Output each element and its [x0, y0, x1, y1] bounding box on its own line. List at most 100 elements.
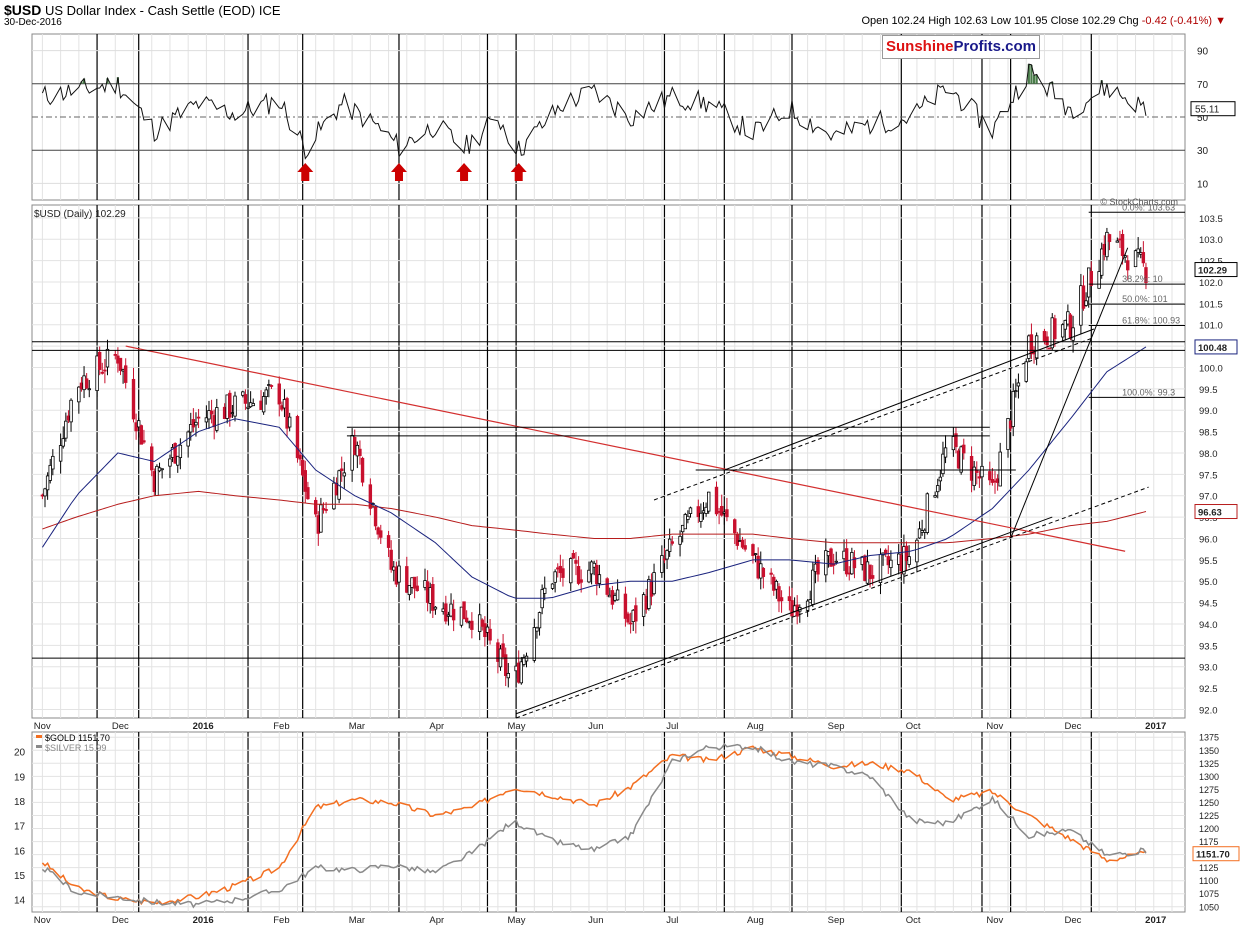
- candle-body: [688, 507, 693, 514]
- price-x-tick-label: Sep: [828, 721, 845, 732]
- candle-body: [131, 378, 136, 420]
- candle-body: [904, 545, 909, 561]
- last-price-label: [1194, 262, 1238, 278]
- candle-body: [589, 561, 594, 575]
- candle-body: [1084, 300, 1088, 306]
- candle-body: [267, 384, 271, 386]
- candle-body: [696, 506, 700, 518]
- price-x-tick-label: Mar: [349, 721, 365, 732]
- lower-channel-line: [515, 516, 1053, 715]
- candle-body: [761, 567, 766, 577]
- rsi-tick-label: 70: [1197, 80, 1209, 91]
- candle-body: [868, 564, 872, 580]
- gold-tick-label: 1250: [1199, 798, 1219, 808]
- candle-body: [506, 673, 510, 679]
- candle-body: [118, 357, 123, 371]
- price-tick-label: 103.0: [1199, 235, 1223, 246]
- gs-x-tick-label: Nov: [986, 915, 1003, 926]
- candle-body: [61, 438, 65, 447]
- gold-line: [41, 745, 1147, 906]
- exchange: ICE: [258, 3, 281, 18]
- down-triangle-icon: ▼: [1215, 15, 1226, 27]
- candle-body: [464, 617, 469, 623]
- candle-body: [779, 597, 784, 602]
- candle-body: [215, 407, 219, 431]
- candle-body: [173, 442, 177, 464]
- price-tick-label: 102.0: [1199, 278, 1223, 289]
- candle-body: [579, 579, 583, 583]
- upper-channel-dashed: [653, 337, 1095, 501]
- candle-body: [194, 421, 198, 426]
- gs-x-tick-label: Dec: [1064, 915, 1081, 926]
- instrument-name: US Dollar Index - Cash Settle (EOD): [44, 3, 256, 18]
- price-x-tick-label: Dec: [112, 721, 129, 732]
- candle-body: [753, 553, 758, 555]
- price-tick-label: 98.5: [1199, 428, 1218, 439]
- gs-x-tick-label: May: [508, 915, 526, 926]
- high-label: High: [928, 15, 951, 27]
- candle-body: [980, 465, 984, 478]
- candle-body: [707, 491, 711, 512]
- gs-x-tick-label: Oct: [906, 915, 921, 926]
- gs-x-tick-label: 2016: [193, 915, 214, 926]
- candle-body: [933, 495, 937, 498]
- gold-tick-label: 1325: [1199, 759, 1219, 769]
- candle-body: [735, 533, 740, 546]
- candle-body: [87, 388, 91, 391]
- price-x-tick-label: May: [508, 721, 526, 732]
- silver-line: [41, 742, 1147, 909]
- candle-body: [207, 410, 211, 420]
- candle-body: [123, 365, 128, 383]
- gold-last-value-label: [1192, 846, 1240, 862]
- gs-x-tick-label: Sep: [828, 915, 845, 926]
- candle-body: [962, 444, 966, 454]
- candle-body: [241, 391, 245, 396]
- candle-body: [386, 535, 391, 548]
- panel-frame-2: [31, 204, 1186, 719]
- candle-body: [298, 454, 302, 460]
- candle-body: [303, 470, 307, 492]
- ma50-value-label-box: [1194, 339, 1238, 355]
- stockcharts-credit: © StockCharts.com: [1100, 197, 1178, 207]
- candle-body: [1144, 267, 1148, 283]
- candle-body: [64, 420, 68, 439]
- gold-tick-label: 1375: [1199, 733, 1219, 743]
- price-tick-label: 97.5: [1199, 470, 1218, 481]
- candle-body: [1034, 335, 1039, 359]
- up-arrow-icon: [297, 163, 314, 181]
- panel-frame-3: [31, 731, 1186, 913]
- silver-tick-label: 15: [14, 871, 26, 882]
- lower-channel-dashed: [515, 486, 1149, 719]
- gold-tick-label: 1050: [1199, 902, 1219, 912]
- high-value: 102.63: [953, 15, 988, 27]
- candle-body: [389, 549, 393, 570]
- candle-body: [160, 468, 164, 471]
- candle-body: [287, 416, 292, 428]
- candle-body: [105, 348, 110, 368]
- up-arrow-icon: [456, 163, 473, 181]
- candle-body: [407, 585, 412, 596]
- candle-body: [943, 447, 948, 458]
- candle-body: [532, 627, 537, 661]
- candle-body: [699, 512, 703, 522]
- candle-body: [1016, 382, 1021, 387]
- candle-body: [561, 568, 565, 578]
- legend-swatch: [36, 745, 42, 748]
- candle-body: [397, 565, 401, 583]
- candle-body: [915, 539, 919, 563]
- candle-body: [176, 455, 180, 466]
- candle-body: [777, 586, 781, 602]
- rsi-tick-label: 30: [1197, 146, 1209, 157]
- candle-body: [683, 514, 687, 530]
- candle-body: [537, 612, 542, 629]
- candle-body: [1107, 234, 1112, 242]
- candle-body: [743, 545, 747, 550]
- close-label: Close: [1050, 15, 1079, 27]
- fib-level-label: 0.0%: 103.63: [1122, 202, 1175, 212]
- price-x-tick-label: Feb: [273, 721, 289, 732]
- candle-body: [137, 420, 141, 428]
- candle-body: [998, 451, 1002, 487]
- rsi-tick-label: 50: [1197, 113, 1209, 124]
- candle-body: [1060, 324, 1065, 338]
- candle-body: [519, 661, 524, 684]
